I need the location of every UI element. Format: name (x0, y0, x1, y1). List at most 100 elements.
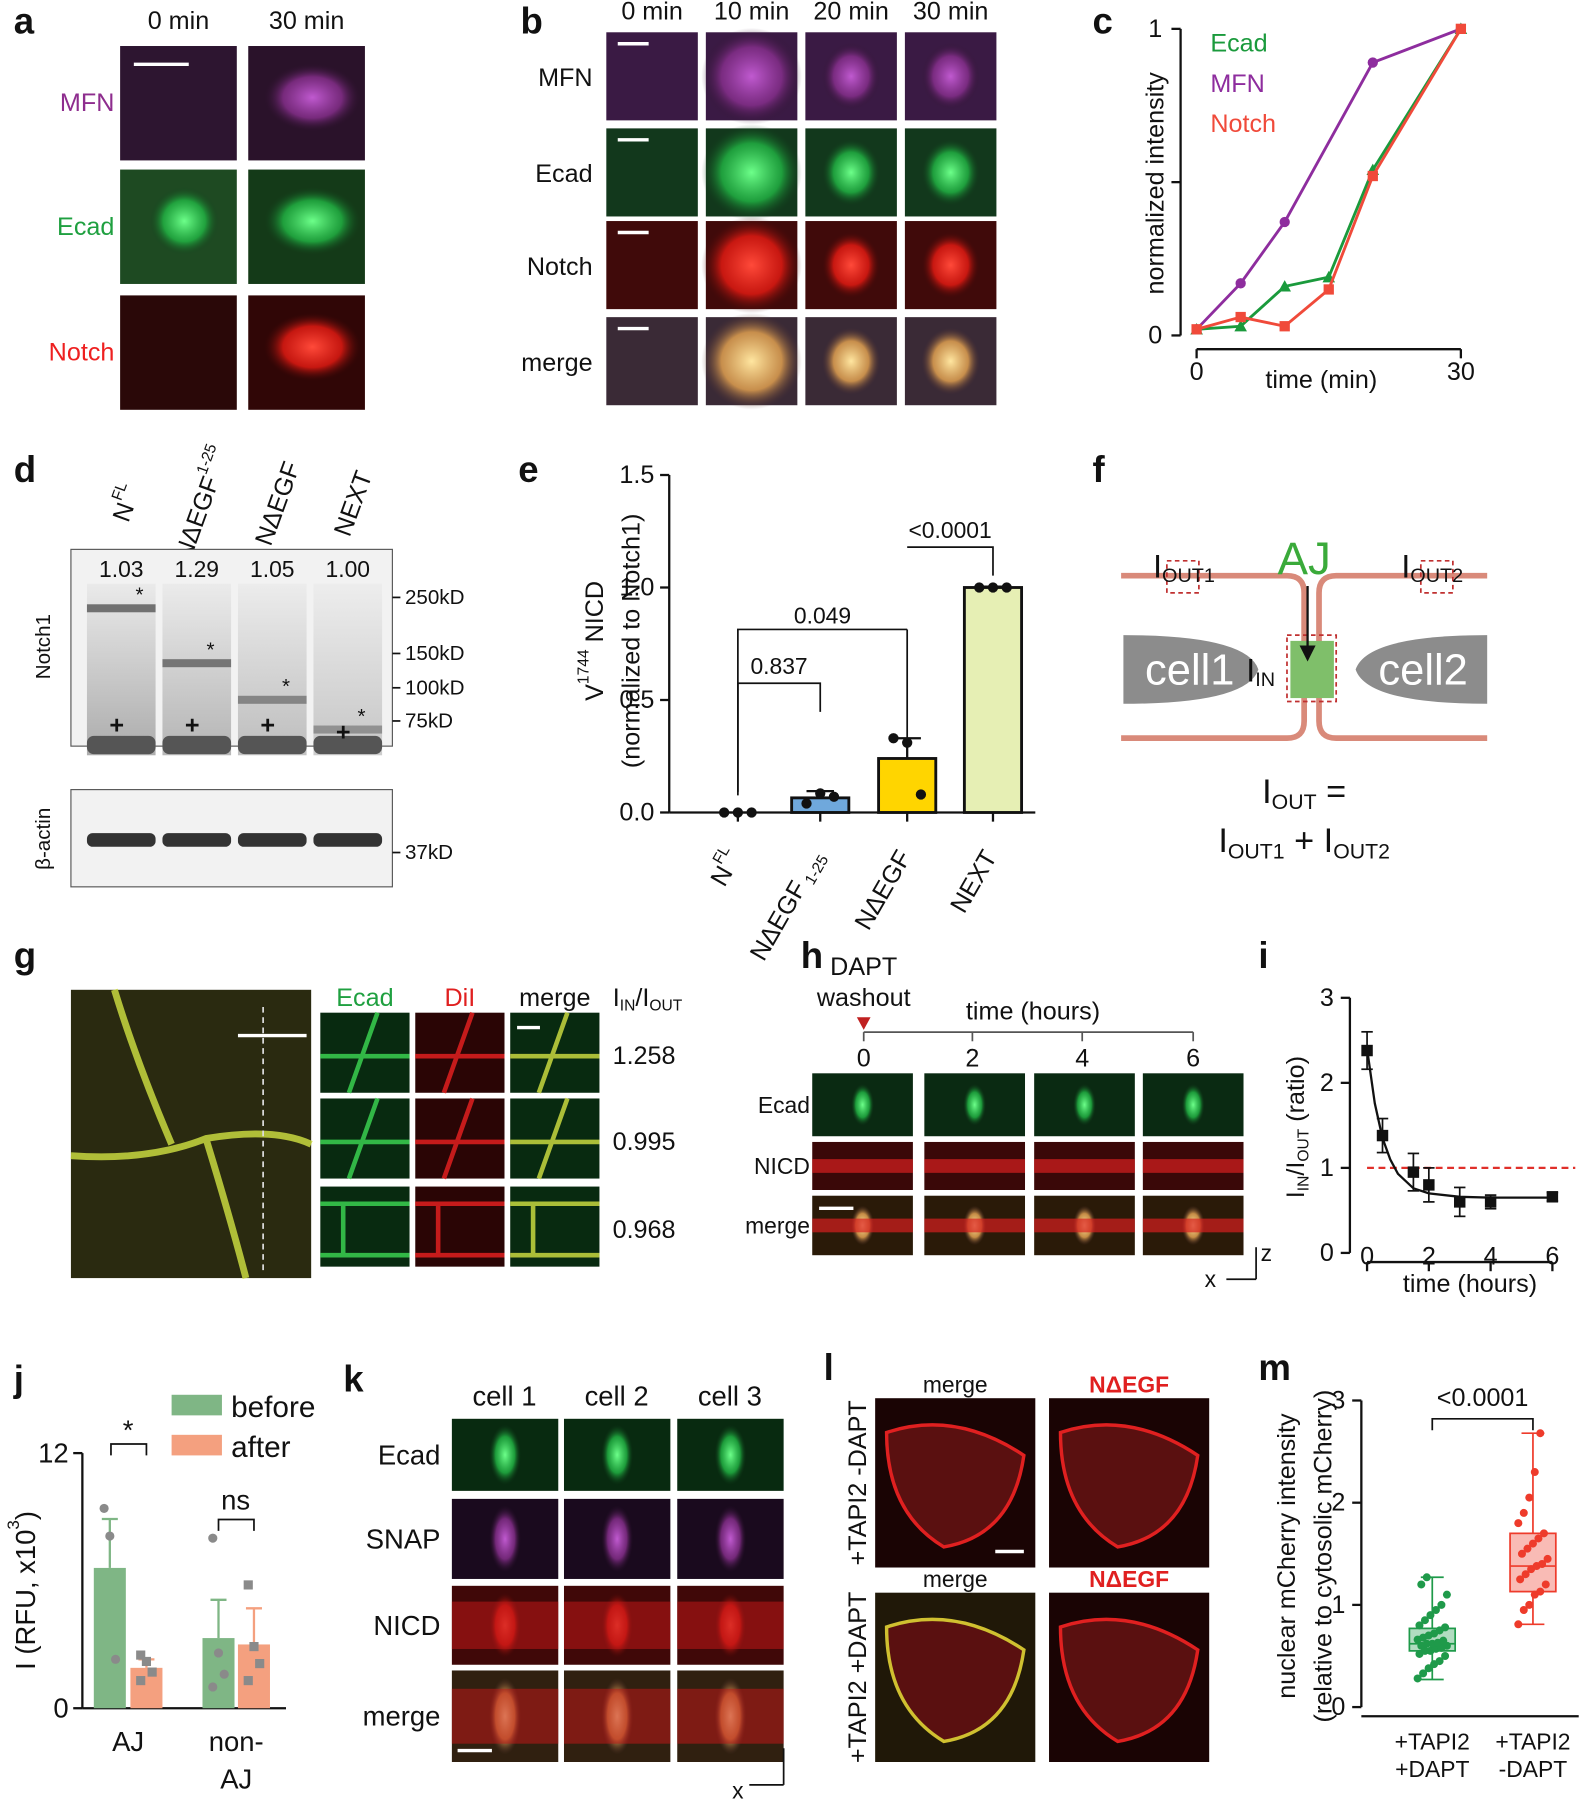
micrograph-signal (563, 1688, 671, 1744)
y-tick-label: 0 (1320, 1239, 1334, 1267)
y-axis-label: (normalized to Notch1) (617, 514, 645, 768)
y-tick-label: 1 (1320, 1154, 1334, 1182)
x-tick-label: AJ (220, 1764, 252, 1795)
micrograph-signal (821, 42, 881, 110)
band-symbol: * (282, 675, 290, 698)
p-value: <0.0001 (1437, 1384, 1529, 1412)
marker (1441, 1623, 1450, 1632)
marker (915, 789, 927, 800)
label-part: I (1246, 653, 1255, 689)
x-tick-label: NΔEGF (849, 846, 917, 935)
micrograph-signal (489, 1424, 522, 1486)
marker (1541, 1580, 1550, 1589)
series-line (1196, 28, 1463, 331)
column-label: cell 3 (698, 1380, 762, 1411)
legend-label: before (231, 1391, 315, 1424)
timeline-label: time (hours) (966, 998, 1100, 1026)
label-part: ) (10, 1511, 41, 1520)
label-part: 1744 (575, 649, 592, 684)
size-marker: 150kD (405, 642, 464, 665)
marker (987, 582, 999, 593)
ratio-label: 1.00 (326, 556, 371, 582)
legend-swatch (171, 1394, 222, 1416)
label-part: = (1317, 773, 1347, 811)
row-label: NICD (754, 1153, 810, 1179)
time-label: 6 (1186, 1044, 1200, 1072)
marker (105, 1531, 115, 1541)
micrograph-signal (677, 1601, 784, 1649)
legend-label: MFN (1210, 70, 1265, 98)
fit-line (1365, 1048, 1553, 1199)
blot-band (162, 659, 232, 668)
y-axis-label: IIN/IOUT (ratio) (1282, 1056, 1312, 1198)
marker (1455, 23, 1467, 35)
micrograph-signal (1142, 1159, 1244, 1173)
micrograph-signal (701, 27, 802, 125)
marker (1523, 1544, 1532, 1553)
row-label: Ecad (758, 1092, 810, 1118)
micrograph-signal (601, 1424, 634, 1486)
marker (1534, 1534, 1543, 1543)
time-label: 2 (965, 1044, 979, 1072)
label-part: OUT (1295, 1128, 1312, 1161)
label-part: I (613, 984, 620, 1012)
marker (1278, 280, 1291, 292)
micrograph-signal (415, 1201, 505, 1258)
label: 30 min (913, 0, 989, 26)
fragment-symbol: + (336, 718, 351, 746)
micrograph-signal (1058, 1423, 1200, 1549)
row-label: Ecad (378, 1439, 441, 1470)
row-label: NICD (373, 1610, 440, 1641)
arrowhead (1299, 645, 1316, 662)
size-marker: 75kD (405, 709, 453, 732)
bar (130, 1667, 163, 1709)
blot-band (162, 735, 232, 755)
micrograph-signal (924, 1218, 1026, 1233)
label-part: I (1153, 549, 1162, 585)
marker (141, 1656, 152, 1667)
panel-label: g (14, 935, 36, 976)
y-tick-label: 1 (1331, 1591, 1345, 1619)
panel-label: h (801, 935, 823, 976)
bar (962, 586, 1024, 814)
panel-label: a (14, 0, 35, 41)
y-tick-label: 0 (53, 1693, 68, 1724)
column-label: merge (923, 1566, 988, 1592)
blot-band (237, 735, 307, 755)
y-tick-label: 0 (1331, 1693, 1345, 1721)
y-tick-label: 0 (1148, 321, 1162, 349)
y-tick-label: 12 (38, 1438, 69, 1469)
x-tick-label: 0 (1360, 1242, 1374, 1270)
blot-smear (162, 583, 232, 756)
diagram-label: IOUT1 (1153, 549, 1215, 588)
x-tick-label: +DAPT (1395, 1756, 1469, 1782)
marker (1437, 1600, 1446, 1609)
micrograph-signal (563, 1601, 671, 1649)
y-tick-label: 1.5 (619, 461, 654, 489)
label-part: FL (709, 842, 733, 867)
micrograph-signal (415, 1097, 505, 1180)
marker (1323, 284, 1334, 295)
label-part: /I (635, 984, 649, 1012)
marker (136, 1650, 146, 1660)
marker (1539, 1529, 1548, 1538)
label: 10 min (714, 0, 790, 26)
column-label: NΔEGF (1089, 1371, 1169, 1397)
micrograph (606, 317, 698, 406)
marker (1376, 1129, 1389, 1142)
x-tick-label: NEXT (945, 846, 1003, 918)
label-part: OUT2 (1410, 565, 1463, 587)
marker (1367, 57, 1378, 68)
marker (1442, 1590, 1451, 1599)
label: MFN (538, 64, 593, 92)
panel-label: l (824, 1347, 834, 1388)
timepoint-marker (856, 1017, 871, 1030)
micrograph-signal (921, 42, 980, 110)
equation: IOUT1 + IOUT2 (1218, 822, 1390, 863)
micrograph-signal (921, 327, 980, 395)
marker (1279, 321, 1290, 332)
marker (110, 1654, 121, 1664)
micrograph-signal (812, 1159, 913, 1173)
label-part: OUT1 (1228, 839, 1285, 863)
